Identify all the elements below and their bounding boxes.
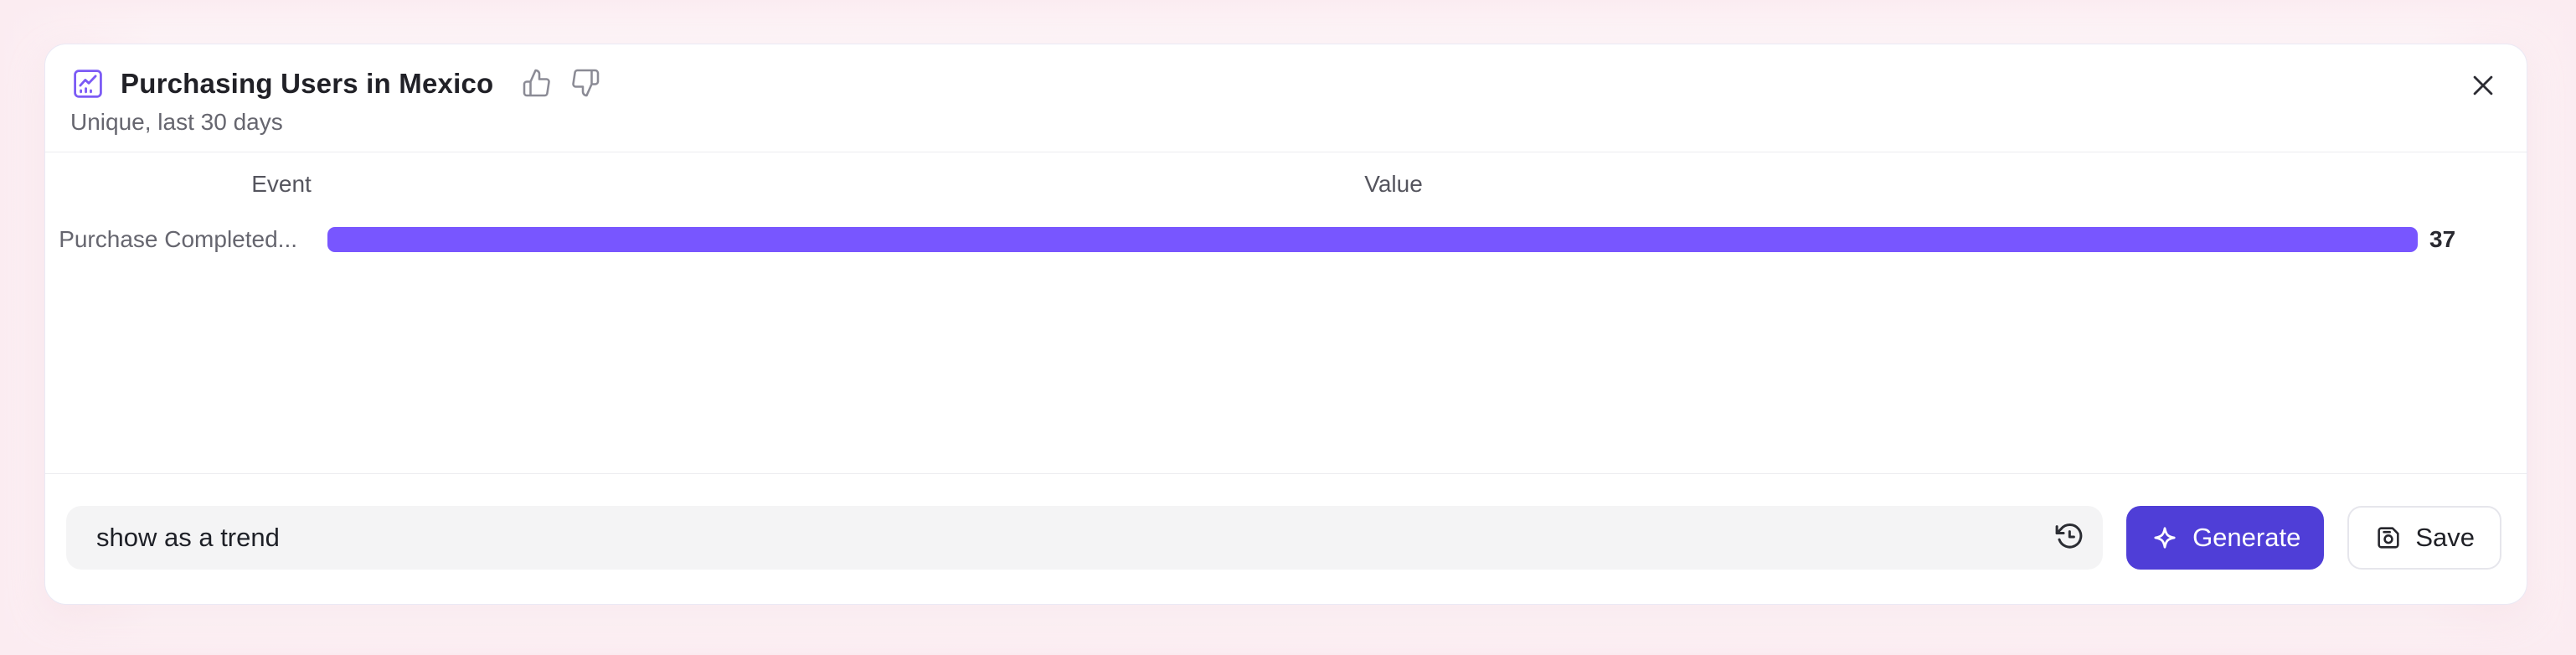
history-icon[interactable] [2051,519,2088,556]
card-header: Purchasing Users in Mexico Unique, last … [45,44,2527,152]
prompt-input[interactable] [66,505,2104,570]
footer-divider [45,473,2527,474]
chart-card: Purchasing Users in Mexico Unique, last … [44,44,2527,605]
generate-button[interactable]: Generate [2126,505,2325,570]
save-icon [2378,526,2399,549]
card-footer: Generate Save [45,474,2527,604]
bar-track [327,227,2418,252]
table-row: Purchase Completed... 37 [45,223,2527,256]
bar-rows: Purchase Completed... 37 [45,223,2527,256]
save-label: Save [2415,522,2475,552]
sparkle-icon [2154,526,2176,549]
title-row: Purchasing Users in Mexico [70,64,2496,103]
column-header-event: Event [251,171,312,197]
bar-chart: Event Value Purchase Completed... 37 [45,152,2527,473]
prompt-field-wrap [66,505,2104,570]
page-title: Purchasing Users in Mexico [121,68,494,99]
save-button[interactable]: Save [2347,505,2501,570]
insights-chart-icon [70,66,106,101]
thumbs-up-icon[interactable] [520,67,554,101]
value-bar[interactable] [327,227,2418,252]
table-header-row: Event Value [45,152,2527,204]
generate-label: Generate [2192,522,2301,552]
close-icon[interactable] [2466,70,2500,103]
column-header-value: Value [1364,171,1423,197]
thumbs-down-icon[interactable] [569,67,602,101]
chart-subtitle: Unique, last 30 days [70,109,283,135]
event-label: Purchase Completed... [59,226,297,252]
value-label: 37 [2429,226,2456,252]
